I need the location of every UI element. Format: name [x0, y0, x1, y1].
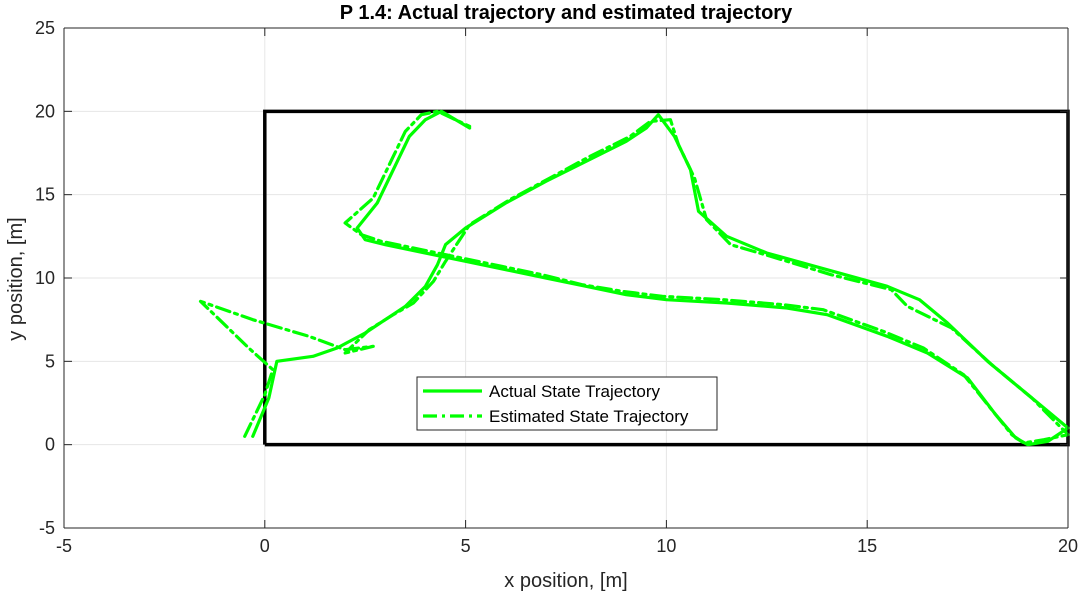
series-lines	[198, 109, 1070, 447]
legend: Actual State Trajectory Estimated State …	[416, 376, 718, 431]
x-tick-label-3: 10	[656, 536, 676, 556]
y-axis-label: y position, [m]	[5, 217, 27, 340]
y-tick-label-6: 25	[35, 18, 55, 38]
series-line-estimated	[198, 109, 1070, 445]
axes	[63, 27, 1069, 529]
x-tick-label-5: 20	[1058, 536, 1078, 556]
chart-title: P 1.4: Actual trajectory and estimated t…	[340, 2, 793, 24]
x-tick-label-1: 0	[260, 536, 270, 556]
y-tick-label-1: 0	[45, 435, 55, 455]
x-tick-label-2: 5	[461, 536, 471, 556]
y-tick-label-3: 10	[35, 268, 55, 288]
legend-box	[416, 376, 718, 431]
legend-label-estimated: Estimated State Trajectory	[489, 407, 689, 426]
x-tick-label-0: -5	[56, 536, 72, 556]
legend-label-actual: Actual State Trajectory	[489, 382, 661, 401]
tick-labels: -5 0 5 10 15 20 -5 0 5 10 15 20 25	[35, 18, 1078, 556]
x-tick-label-4: 15	[857, 536, 877, 556]
x-axis-label: x position, [m]	[504, 570, 627, 592]
y-tick-label-4: 15	[35, 185, 55, 205]
y-tick-label-5: 20	[35, 101, 55, 121]
y-tick-label-2: 5	[45, 351, 55, 371]
y-tick-label-0: -5	[39, 518, 55, 538]
